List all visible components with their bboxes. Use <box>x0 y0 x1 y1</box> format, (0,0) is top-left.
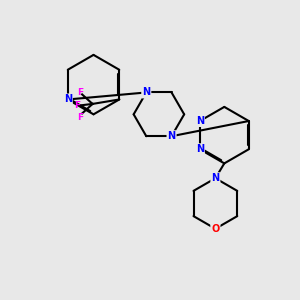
Text: N: N <box>196 144 204 154</box>
Text: O: O <box>211 224 220 234</box>
Text: N: N <box>196 116 204 126</box>
Text: N: N <box>167 131 175 141</box>
Text: N: N <box>64 94 72 104</box>
Text: F: F <box>74 101 80 110</box>
Text: N: N <box>211 173 220 183</box>
Text: F: F <box>77 113 83 122</box>
Text: F: F <box>77 88 83 97</box>
Text: N: N <box>142 88 150 98</box>
